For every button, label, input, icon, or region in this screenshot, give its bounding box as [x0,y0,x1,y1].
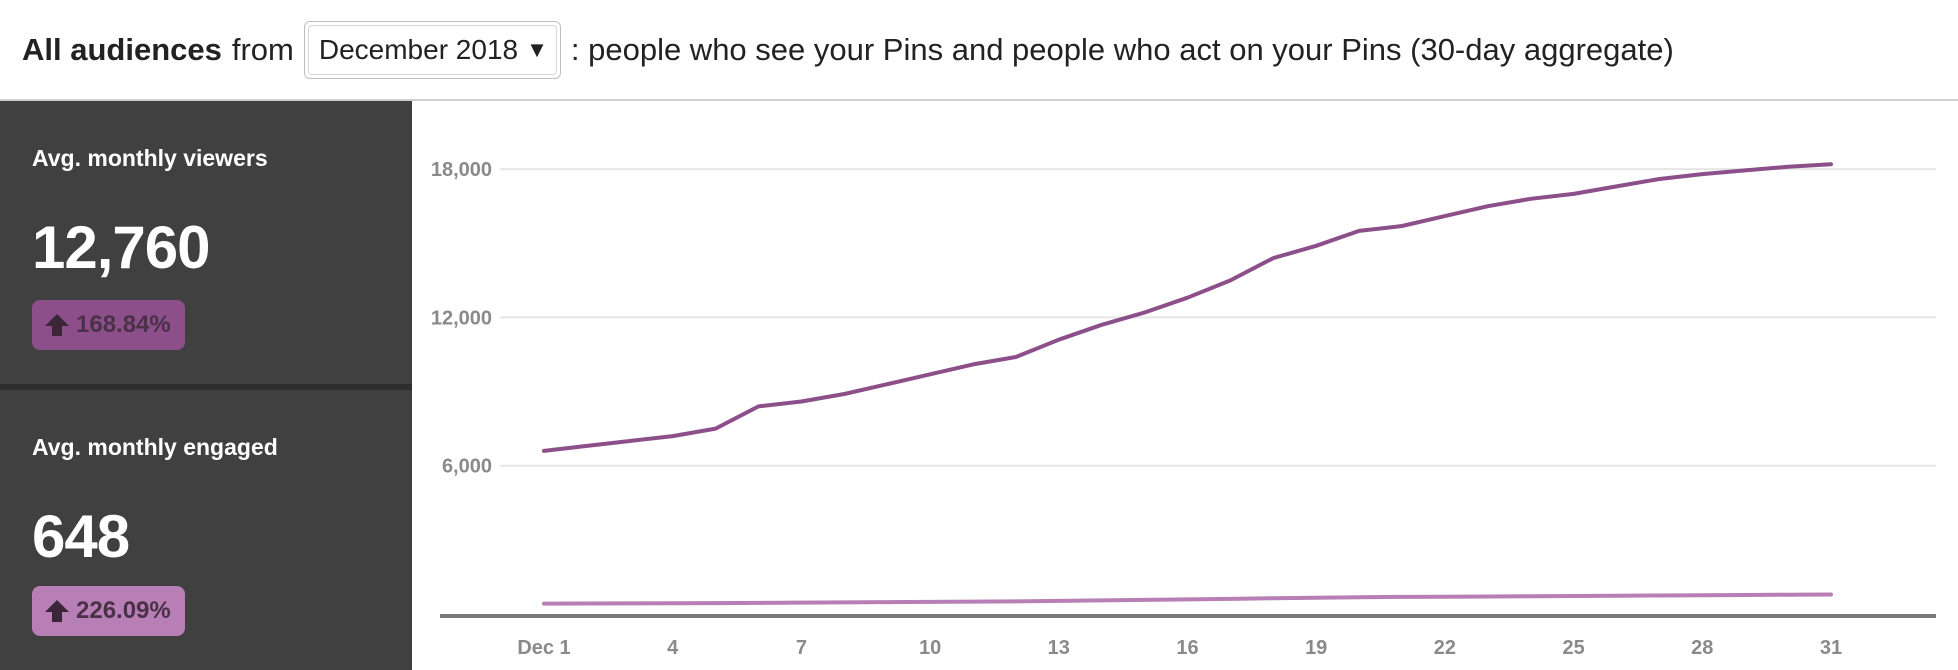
x-tick-label: 10 [919,637,941,659]
audience-chart: 6,000 12,000 18,000 Dec 1 4 7 10 13 16 19 22 25 28 31 [412,101,1958,670]
change-value: 168.84% [76,311,171,338]
x-tick-label: Dec 1 [517,637,570,659]
header-description: : people who see your Pins and people wh… [570,31,1674,67]
metric-divider [0,384,412,390]
metric-label: Avg. monthly engaged [32,434,278,460]
up-arrow-icon [45,314,69,336]
caret-down-icon: ▼ [526,36,548,62]
change-badge: 168.84% [32,300,185,350]
header-from-text: from [231,31,294,67]
y-tick-label: 18,000 [431,159,492,181]
x-tick-label: 31 [1820,637,1842,659]
period-dropdown-inner[interactable]: December 2018 ▼ [307,24,557,75]
metric-label: Avg. monthly viewers [32,145,268,171]
change-badge: 226.09% [32,586,185,636]
x-tick-label: 19 [1305,637,1327,659]
y-tick-label: 12,000 [431,307,492,329]
change-value: 226.09% [76,597,171,624]
period-dropdown-value: December 2018 [318,33,519,65]
header: All audiences from December 2018 ▼ : peo… [0,0,1958,101]
period-dropdown[interactable]: December 2018 ▼ [303,20,561,79]
x-tick-label: 16 [1176,637,1198,659]
x-tick-label: 25 [1562,637,1584,659]
header-title: All audiences [22,31,222,67]
metric-value: 648 [32,503,130,570]
metrics-sidebar: Avg. monthly viewers 12,760 168.84% Avg.… [0,101,412,670]
x-tick-label: 13 [1048,637,1070,659]
up-arrow-icon [45,600,69,622]
y-tick-label: 6,000 [442,456,492,478]
line-chart: 6,000 12,000 18,000 Dec 1 4 7 10 13 16 19 22 25 28 31 [431,159,1936,659]
x-tick-label: 22 [1434,637,1456,659]
series-line-2 [542,592,1833,606]
x-tick-label: 28 [1691,637,1713,659]
x-tick-label: 4 [667,637,679,659]
metric-engaged[interactable]: Avg. monthly engaged 648 226.09% [0,390,412,670]
series-line-1 [542,162,1833,453]
metric-viewers[interactable]: Avg. monthly viewers 12,760 168.84% [0,101,412,384]
metric-value: 12,760 [32,214,211,281]
x-tick-label: 7 [796,637,807,659]
